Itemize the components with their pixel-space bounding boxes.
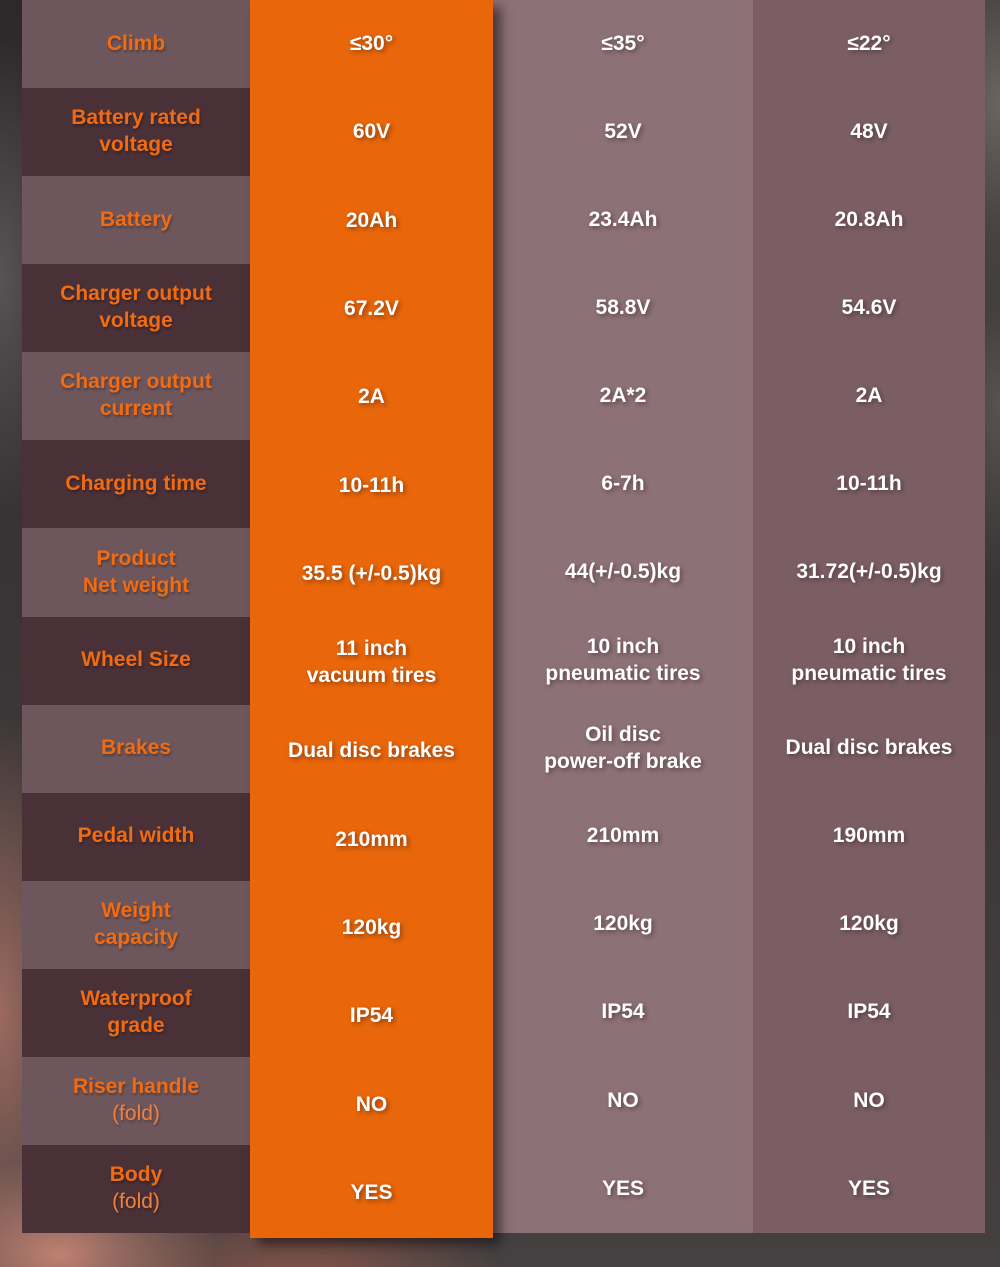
spec-value-cell: 210mm	[586, 824, 660, 848]
row-sublabel-text: (fold)	[112, 1190, 160, 1214]
row-label-text: Body	[109, 1163, 163, 1187]
spec-value-cell: YES	[350, 1181, 393, 1205]
row-label-text: Charger output voltage	[60, 282, 212, 333]
row-label-cell: Product Net weight	[22, 528, 250, 617]
row-label-text: Product Net weight	[82, 546, 190, 597]
spec-value-cell: 23.4Ah	[588, 207, 658, 231]
row-label-text: Riser handle	[72, 1075, 200, 1099]
row-label-cell: Charger output current	[22, 352, 250, 441]
row-label-text: Charger output current	[60, 370, 212, 421]
spec-value-cell: 120kg	[341, 915, 402, 939]
row-label-text: Battery rated voltage	[71, 106, 201, 157]
spec-value-cell: ≤30°	[349, 31, 394, 55]
row-label-text: Brakes	[100, 736, 172, 760]
spec-value-cell: 2A*2	[599, 383, 647, 407]
row-label-cell: Weight capacity	[22, 880, 250, 969]
spec-value-cell: Dual disc brakes	[785, 736, 953, 760]
spec-value-cell: 60V	[352, 120, 391, 144]
spec-value-cell: NO	[607, 1088, 639, 1112]
spec-value-cell: 44(+/-0.5)kg	[564, 560, 682, 584]
spec-value-cell: 10 inch pneumatic tires	[791, 634, 947, 685]
spec-value-cell: 120kg	[593, 912, 653, 936]
spec-value-cell: YES	[601, 1176, 645, 1200]
row-label-cell: Brakes	[22, 704, 250, 793]
row-label-text: Wheel Size	[81, 648, 191, 672]
spec-value-cell: NO	[355, 1092, 388, 1116]
row-label-text: Waterproof grade	[80, 987, 192, 1037]
spec-value-cell: 52V	[604, 119, 642, 143]
row-label-cell: Battery	[22, 176, 250, 265]
row-label-cell: Charging time	[22, 440, 250, 529]
spec-value-cell: ≤22°	[847, 31, 891, 55]
row-sublabel-text: (fold)	[112, 1101, 160, 1125]
spec-value-cell: 58.8V	[595, 295, 651, 319]
spec-value-cell: 31.72(+/-0.5)kg	[796, 560, 942, 584]
spec-value-cell: 120kg	[839, 912, 899, 936]
spec-value-cell: 10-11h	[836, 471, 902, 495]
row-label-text: Pedal width	[77, 824, 195, 848]
row-label-cell: Riser handle (fold)	[22, 1056, 250, 1146]
spec-value-cell: Oil disc power-off brake	[544, 722, 702, 773]
spec-value-cell: 10-11h	[338, 473, 405, 497]
spec-value-cell: 6-7h	[601, 471, 645, 495]
product-3-values-column: ≤22° 48V 20.8Ah 54.6V 2A 10-11h 31.72(+/-0.5)k…	[753, 0, 985, 1233]
spec-value-cell: 2A	[855, 383, 883, 407]
row-label-cell: Charger output voltage	[22, 264, 250, 353]
row-label-cell: Pedal width	[22, 792, 250, 881]
spec-value-cell: 10 inch pneumatic tires	[545, 634, 701, 685]
spec-value-cell: 20.8Ah	[834, 207, 904, 231]
spec-value-cell: ≤35°	[601, 31, 645, 55]
spec-value-cell: 11 inch vacuum tires	[306, 637, 437, 688]
row-label-text: Battery	[99, 207, 173, 231]
row-label-text: Charging time	[65, 471, 207, 495]
spec-value-cell: 20Ah	[345, 208, 398, 232]
spec-value-cell: 48V	[850, 119, 888, 143]
spec-value-cell: IP54	[601, 1000, 645, 1024]
spec-value-cell: 210mm	[335, 827, 408, 851]
row-label-cell: Battery rated voltage	[22, 88, 250, 177]
product-2-values-column: ≤35° 52V 23.4Ah 58.8V 2A*2 6-7h 44(+/-0.5)kg 10…	[493, 0, 753, 1233]
row-label-cell: Wheel Size	[22, 616, 250, 705]
row-label-cell: Waterproof grade	[22, 968, 250, 1057]
spec-value-cell: IP54	[349, 1004, 394, 1028]
spec-value-cell: 190mm	[832, 824, 906, 848]
spec-value-cell: Dual disc brakes	[288, 739, 455, 763]
spec-comparison-table: Climb Battery rated voltage Battery Charger…	[22, 0, 985, 1238]
spec-value-cell: NO	[853, 1088, 885, 1112]
row-label-cell: Climb	[22, 0, 250, 89]
spec-labels-column: Climb Battery rated voltage Battery Charger…	[22, 0, 250, 1234]
spec-value-cell: 54.6V	[841, 295, 897, 319]
spec-value-cell: YES	[847, 1176, 891, 1200]
spec-value-cell: IP54	[847, 1000, 891, 1024]
row-label-text: Climb	[106, 31, 166, 55]
row-label-cell: Body (fold)	[22, 1145, 250, 1234]
spec-value-cell: 35.5 (+/-0.5)kg	[301, 562, 442, 586]
spec-value-cell: 67.2V	[344, 297, 399, 321]
row-label-text: Weight capacity	[93, 898, 179, 949]
product-1-values-column: ≤30° 60V 20Ah 67.2V 2A 10-11h 35.5 (+/-0.5)kg 1…	[250, 0, 493, 1238]
spec-value-cell: 2A	[358, 385, 385, 409]
